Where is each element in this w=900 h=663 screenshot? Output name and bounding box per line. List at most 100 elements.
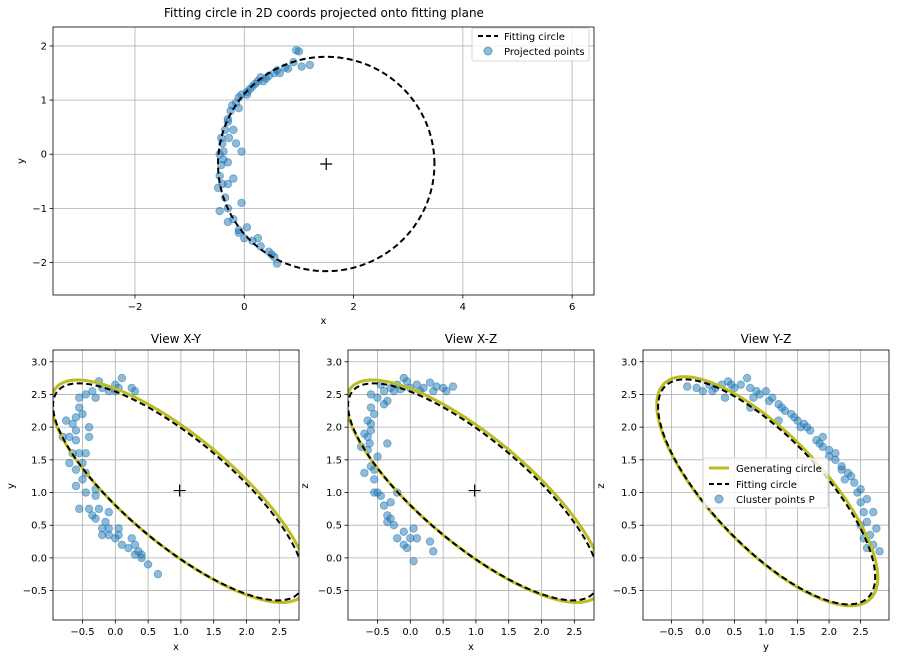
view-yz-point-58 [818,432,827,442]
view-yz-point-40 [837,465,846,474]
view-xy-point-34 [91,393,100,402]
projected-point-38 [253,233,263,243]
view-xy-point-26 [75,403,84,412]
view-xz-ytick-label-5: 2.0 [326,423,342,434]
view-yz-fitting-circle [657,378,877,606]
plot-view-xz-ylabel: z [300,483,311,488]
projected-point-40 [237,198,246,208]
view-xy-point-0 [61,416,71,425]
view-xy-xtick-label-5: 2.0 [239,627,255,638]
projected-point-13 [291,46,301,55]
view-xz-point-28 [409,524,418,533]
projected-point-43 [215,206,224,216]
view-xy-point-39 [88,511,97,520]
view-xy-point-3 [71,465,81,474]
projected-point-54 [213,183,223,192]
view-xz-xtick-label-0: −0.5 [365,627,389,638]
view-yz-point-47 [752,386,761,396]
projected-ytick-label-4: 2 [41,41,47,52]
view-yz-point-0 [682,382,692,391]
view-yz-xtick-label-4: 1.5 [790,627,806,638]
plot-projected-legend: Fitting circle Projected points [471,27,590,62]
legend-cluster-marker [714,494,724,504]
view-xz-generating-circle [348,378,594,604]
view-xz-ytick-label-4: 1.5 [326,455,342,466]
plot-view-yz-title: View Y-Z [741,332,792,346]
plot-view-yz-frame [642,349,890,621]
view-xy-point-31 [117,373,127,383]
view-xy-point-44 [81,449,90,458]
view-yz-ytick-label-1: 0.0 [621,553,637,564]
view-xz-point-3 [366,403,376,412]
view-xz-point-47 [379,400,389,409]
view-xy-point-12 [124,543,133,553]
view-yz-xtick-label-6: 2.5 [853,627,869,638]
view-xz-point-54 [412,534,422,543]
view-xy-point-6 [84,504,94,514]
view-xy-point-20 [104,507,113,517]
plot-projected: Fitting circle in 2D coords projected on… [16,6,595,327]
view-xy-ytick-label-4: 1.5 [31,455,47,466]
projected-center-marker [320,157,333,170]
view-xz-ytick-label-7: 3.0 [326,357,342,368]
projected-point-55 [223,179,233,189]
plot-view-xz: View X-Z −0.5 0.0 0.5 1.0 1.5 2.0 2.5 −0.5 0.0 0.… [300,332,595,653]
view-xy-point-57 [71,481,81,491]
view-xz-point-31 [409,556,418,566]
view-xz-point-17 [370,409,379,419]
view-yz-xtick-label-1: 0.0 [695,627,711,638]
plot-view-xz-data [348,373,594,604]
view-xz-point-21 [370,475,379,484]
view-yz-point-48 [727,380,736,389]
projected-point-53 [224,133,234,143]
projected-point-60 [275,68,284,78]
plot-view-yz-ylabel: z [596,483,607,488]
plot-view-xy-ticks: −0.5 0.0 0.5 1.0 1.5 2.0 2.5 −0.5 0.0 0.5 1.0 1.5 2.… [23,357,288,638]
view-xz-point-57 [383,439,392,448]
view-yz-point-2 [698,386,708,396]
view-xz-xtick-label-1: 0.0 [402,627,418,638]
view-xz-point-25 [389,521,399,530]
projected-ytick-label-3: 1 [41,96,47,107]
view-yz-point-59 [831,449,840,458]
legend-fitting-label: Fitting circle [504,32,565,43]
view-xy-point-11 [117,540,127,550]
view-xy-point-52 [94,504,104,514]
view-xy-ytick-label-6: 2.5 [31,390,47,401]
view-xz-point-44 [386,514,395,523]
view-xy-point-43 [84,432,94,442]
view-xy-point-15 [143,560,153,569]
view-yz-xtick-label-2: 0.5 [727,627,743,638]
view-xy-point-37 [65,458,74,468]
plot-view-xz-title: View X-Z [445,332,497,346]
projected-xtick-label-0: −2 [128,302,143,313]
plot-view-xy-ylabel: y [6,483,17,489]
view-yz-point-13 [761,386,771,396]
view-yz-xtick-label-5: 2.0 [821,627,837,638]
view-xz-xtick-label-5: 2.0 [534,627,550,638]
view-xy-xtick-label-4: 1.5 [206,627,222,638]
view-xy-center-marker [173,484,186,497]
view-yz-ytick-label-7: 3.0 [621,357,637,368]
view-xy-ytick-label-7: 3.0 [31,357,47,368]
projected-ytick-label-0: −2 [32,258,47,269]
legend-projected-marker [483,46,493,56]
view-xz-point-14 [425,378,435,387]
view-yz-point-38 [856,485,865,494]
plot-projected-data [213,46,436,273]
view-xz-point-53 [399,540,408,550]
plot-view-yz-data [655,373,884,608]
view-yz-point-9 [742,373,752,383]
view-yz-xtick-label-0: −0.5 [659,627,683,638]
view-xy-point-18 [127,534,136,543]
view-yz-point-34 [875,547,884,556]
view-xy-ytick-label-3: 1.0 [31,488,47,499]
view-xy-point-36 [71,426,81,435]
projected-point-44 [223,217,233,227]
view-xy-point-59 [127,383,136,393]
view-yz-point-54 [840,475,850,484]
view-xz-point-26 [399,527,408,536]
plot-view-xy-frame [52,349,300,621]
view-yz-point-30 [859,507,868,517]
